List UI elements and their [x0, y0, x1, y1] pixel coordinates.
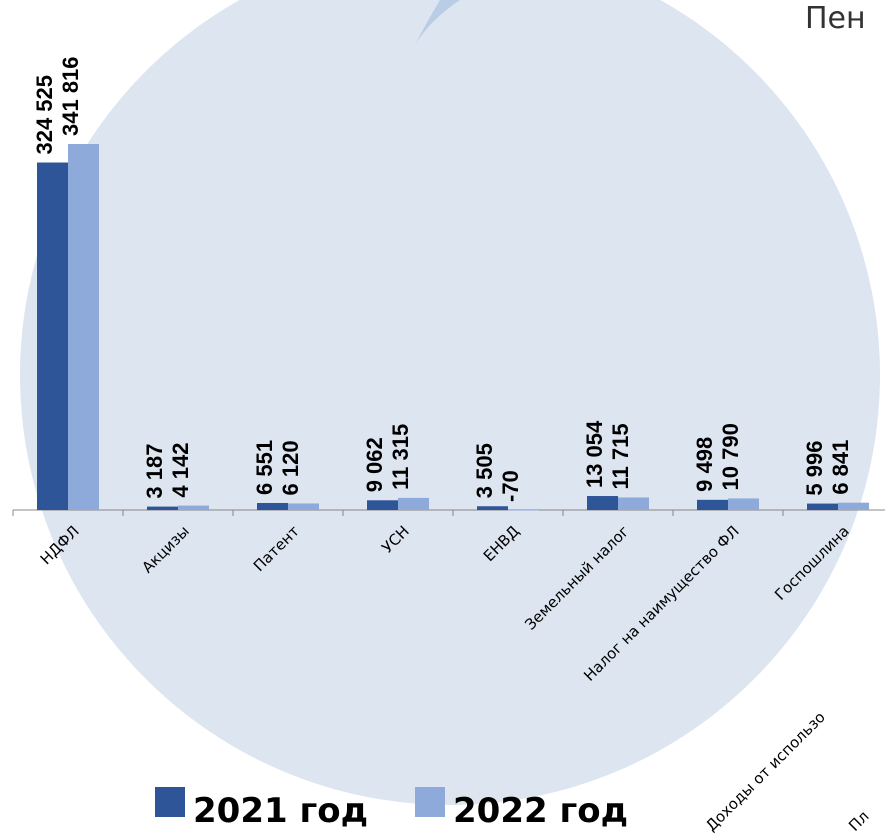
bar — [618, 497, 649, 510]
legend-swatch — [155, 787, 185, 817]
value-label: 6 841 — [828, 440, 853, 495]
value-label: 11 715 — [608, 423, 633, 489]
bar — [807, 503, 838, 510]
legend-swatch — [415, 787, 445, 817]
value-label: 324 525 — [32, 75, 57, 155]
value-label: 6 551 — [252, 440, 277, 495]
bar — [477, 506, 508, 510]
value-label: 341 816 — [58, 56, 83, 136]
background-circle — [20, 0, 880, 805]
value-label: 10 790 — [718, 423, 743, 490]
bar — [147, 506, 178, 510]
bar — [587, 496, 618, 510]
bar — [697, 499, 728, 510]
bar — [508, 510, 539, 511]
value-label: 3 187 — [142, 444, 167, 499]
value-label: 4 142 — [168, 443, 193, 498]
value-label: 6 120 — [278, 440, 303, 495]
bar — [37, 162, 68, 511]
bar — [728, 498, 759, 510]
value-label: 9 498 — [692, 437, 717, 492]
bar — [178, 505, 209, 510]
legend-label: 2022 год — [453, 791, 628, 831]
bar — [367, 500, 398, 510]
value-label: 3 505 — [472, 443, 497, 498]
value-label: 9 062 — [362, 437, 387, 492]
legend-label: 2021 год — [193, 791, 368, 831]
bar — [838, 502, 869, 510]
value-label: 11 315 — [388, 424, 413, 490]
bar — [257, 502, 288, 510]
x-tick-label: Пл — [845, 807, 872, 834]
bubble-tail — [415, 0, 460, 45]
chart-title: Пен — [805, 1, 866, 36]
x-tick-label: Доходы от использо — [702, 708, 829, 835]
value-label: 5 996 — [802, 441, 827, 496]
bar — [288, 503, 319, 510]
value-label: 13 054 — [582, 420, 607, 488]
bar — [398, 497, 429, 510]
value-label: -70 — [498, 470, 523, 502]
bar — [68, 144, 99, 510]
